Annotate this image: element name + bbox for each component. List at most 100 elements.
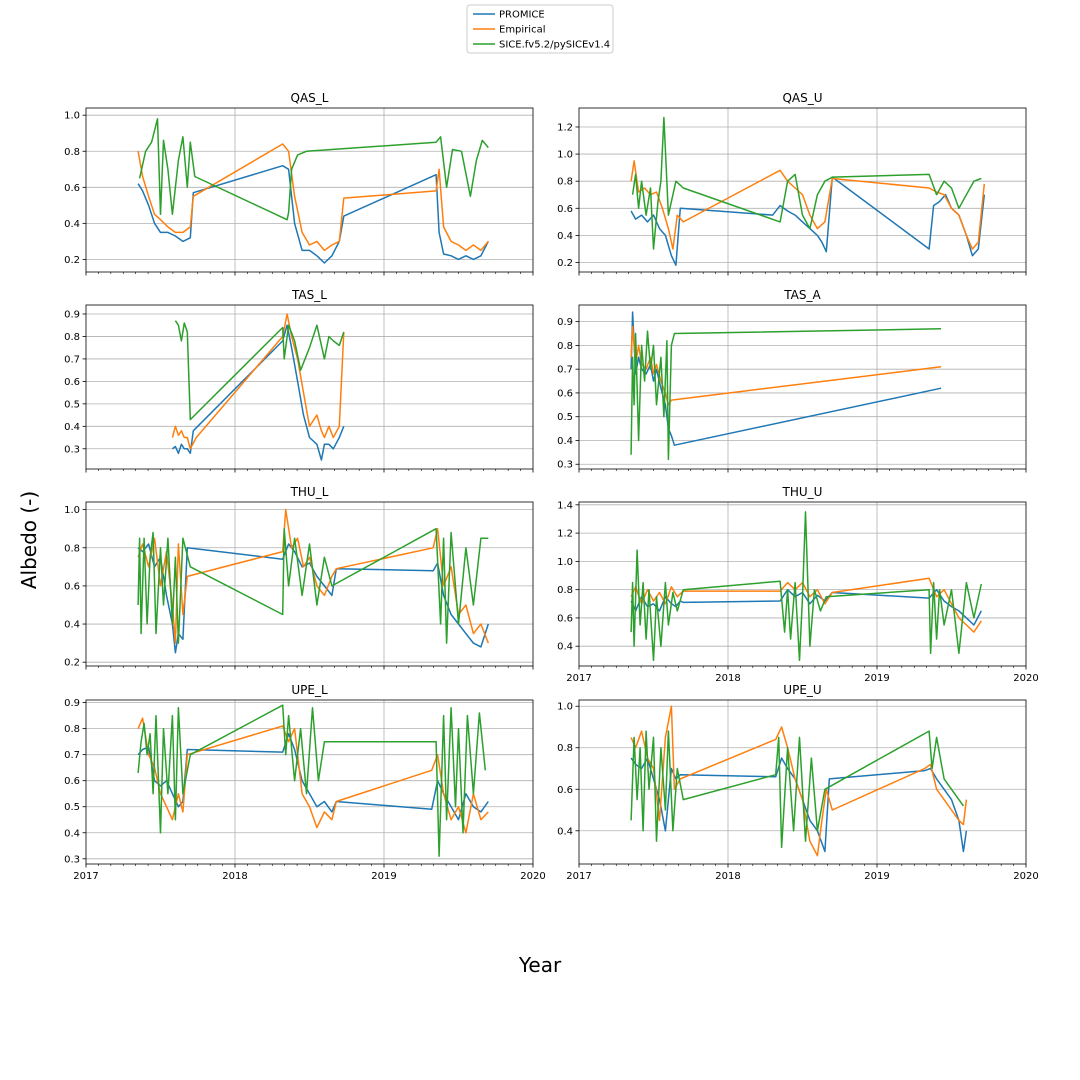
ytick-label-upe-u: 0.8 [557, 743, 573, 754]
ytick-label-qas-u: 0.4 [557, 231, 573, 242]
series-line-promice-qas-l [137, 164, 489, 264]
panel-title-upe-u: UPE_U [783, 683, 821, 697]
xtick-label-thu-u: 2018 [715, 673, 740, 684]
axes-frame-tas-l [85, 304, 534, 470]
panel-title-tas-l: TAS_L [291, 288, 327, 302]
ytick-label-qas-l: 0.4 [64, 219, 80, 230]
ytick-label-tas-l: 0.9 [64, 309, 80, 320]
ytick-label-upe-u: 1.0 [557, 702, 573, 713]
series-line-sice-fv5-2-pysicev1-4-qas-u [631, 116, 982, 250]
legend-frame [466, 4, 614, 54]
axes-frame-qas-l [85, 107, 534, 273]
ytick-label-thu-u: 0.6 [557, 613, 573, 624]
ytick-label-qas-u: 0.6 [557, 204, 573, 215]
ytick-label-tas-l: 0.7 [64, 354, 80, 365]
xtick-label-thu-u: 2017 [566, 673, 591, 684]
series-line-sice-fv5-2-pysicev1-4-tas-l [174, 320, 345, 421]
panel-tas-a: TAS_A 0.3 0.4 0.5 0.6 0.7 0.8 0.9 [557, 288, 1027, 473]
xtick-label-upe-l: 2020 [520, 871, 545, 882]
ytick-label-qas-u: 1.0 [557, 150, 573, 161]
panels: QAS_L 0.2 0.4 0.6 0.8 1.0 QAS_U 0.2 0.4 0.6 0.8 1.0… [64, 91, 1039, 882]
ytick-label-qas-l: 0.8 [64, 147, 80, 158]
series-line-sice-fv5-2-pysicev1-4-upe-l [137, 704, 487, 857]
ytick-label-qas-u: 0.2 [557, 258, 573, 269]
legend-entry-empirical: Empirical [499, 25, 545, 36]
panel-title-qas-u: QAS_U [782, 91, 822, 105]
series-line-sice-fv5-2-pysicev1-4-upe-u [630, 730, 965, 849]
legend-entry-sice: SICE.fv5.2/pySICEv1.4 [499, 40, 610, 51]
xtick-label-upe-u: 2019 [864, 871, 889, 882]
panel-thu-u: THU_U 0.4 0.6 0.8 1.0 1.2 1.4 2017 2018 2019 2020 [557, 485, 1039, 684]
ytick-label-upe-u: 0.4 [557, 826, 573, 837]
ytick-label-qas-u: 0.8 [557, 177, 573, 188]
panel-upe-u: UPE_U 0.4 0.6 0.8 1.0 2017 2018 2019 2020 [557, 683, 1039, 882]
ytick-label-thu-l: 0.2 [64, 658, 80, 669]
series-line-sice-fv5-2-pysicev1-4-thu-l [137, 527, 489, 644]
ytick-label-thu-l: 1.0 [64, 505, 80, 516]
panel-qas-l: QAS_L 0.2 0.4 0.6 0.8 1.0 [64, 91, 534, 276]
ytick-label-tas-a: 0.8 [557, 341, 573, 352]
ytick-label-upe-l: 0.9 [64, 698, 80, 709]
series-line-empirical-thu-l [137, 508, 489, 644]
axes-frame-thu-u [578, 501, 1027, 667]
panel-title-thu-u: THU_U [782, 485, 823, 499]
series-line-empirical-qas-l [137, 143, 489, 252]
ytick-label-upe-l: 0.7 [64, 750, 80, 761]
xtick-label-thu-u: 2020 [1013, 673, 1038, 684]
ytick-label-tas-a: 0.3 [557, 460, 573, 471]
ytick-label-tas-a: 0.6 [557, 388, 573, 399]
ytick-label-qas-l: 0.6 [64, 183, 80, 194]
series-line-sice-fv5-2-pysicev1-4-qas-l [138, 118, 489, 221]
legend: PROMICE Empirical SICE.fv5.2/pySICEv1.4 [466, 4, 614, 54]
ytick-label-upe-u: 0.6 [557, 785, 573, 796]
ytick-label-tas-a: 0.7 [557, 365, 573, 376]
ytick-label-upe-l: 0.6 [64, 776, 80, 787]
series-line-empirical-tas-l [171, 313, 345, 450]
xtick-label-upe-l: 2019 [371, 871, 396, 882]
ytick-label-upe-l: 0.3 [64, 854, 80, 865]
ytick-label-upe-l: 0.8 [64, 724, 80, 735]
series-line-empirical-thu-u [630, 577, 982, 633]
ytick-label-tas-l: 0.6 [64, 377, 80, 388]
ytick-label-thu-u: 1.4 [557, 500, 573, 511]
panel-title-tas-a: TAS_A [783, 288, 821, 302]
panel-upe-l: UPE_L 0.3 0.4 0.5 0.6 0.7 0.8 0.9 2017 2018 2019 20… [64, 683, 546, 882]
series-line-empirical-upe-u [630, 705, 968, 857]
panel-tas-l: TAS_L 0.3 0.4 0.5 0.6 0.7 0.8 0.9 [64, 288, 534, 473]
panel-title-thu-l: THU_L [290, 485, 329, 499]
xtick-label-upe-u: 2018 [715, 871, 740, 882]
ytick-label-qas-u: 1.2 [557, 122, 573, 133]
ytick-label-thu-l: 0.6 [64, 581, 80, 592]
series-line-empirical-upe-l [137, 717, 489, 834]
axes-frame-qas-u [578, 107, 1027, 273]
ytick-label-tas-a: 0.4 [557, 436, 573, 447]
legend-entry-promice: PROMICE [499, 10, 545, 21]
ytick-label-qas-l: 0.2 [64, 255, 80, 266]
ytick-label-qas-l: 1.0 [64, 111, 80, 122]
xtick-label-upe-u: 2017 [566, 871, 591, 882]
axes-frame-thu-l [85, 501, 534, 667]
series-line-sice-fv5-2-pysicev1-4-thu-u [630, 511, 983, 662]
ytick-label-thu-u: 1.2 [557, 529, 573, 540]
series-line-promice-tas-l [171, 324, 345, 461]
ytick-label-tas-l: 0.4 [64, 422, 80, 433]
ytick-label-thu-l: 0.4 [64, 620, 80, 631]
ytick-label-upe-l: 0.4 [64, 828, 80, 839]
panel-title-upe-l: UPE_L [291, 683, 328, 697]
panel-thu-l: THU_L 0.2 0.4 0.6 0.8 1.0 [64, 485, 534, 670]
ytick-label-tas-l: 0.8 [64, 332, 80, 343]
ytick-label-tas-l: 0.5 [64, 399, 80, 410]
xtick-label-upe-l: 2017 [73, 871, 98, 882]
xtick-label-upe-l: 2018 [222, 871, 247, 882]
figure-xlabel: Year [518, 953, 562, 977]
xtick-label-thu-u: 2019 [864, 673, 889, 684]
ytick-label-thu-u: 1.0 [557, 557, 573, 568]
series-line-sice-fv5-2-pysicev1-4-tas-a [630, 328, 942, 461]
axes-frame-upe-u [578, 699, 1027, 865]
ytick-label-tas-a: 0.9 [557, 317, 573, 328]
xtick-label-upe-u: 2020 [1013, 871, 1038, 882]
ytick-label-tas-a: 0.5 [557, 412, 573, 423]
panel-qas-u: QAS_U 0.2 0.4 0.6 0.8 1.0 1.2 [557, 91, 1027, 276]
